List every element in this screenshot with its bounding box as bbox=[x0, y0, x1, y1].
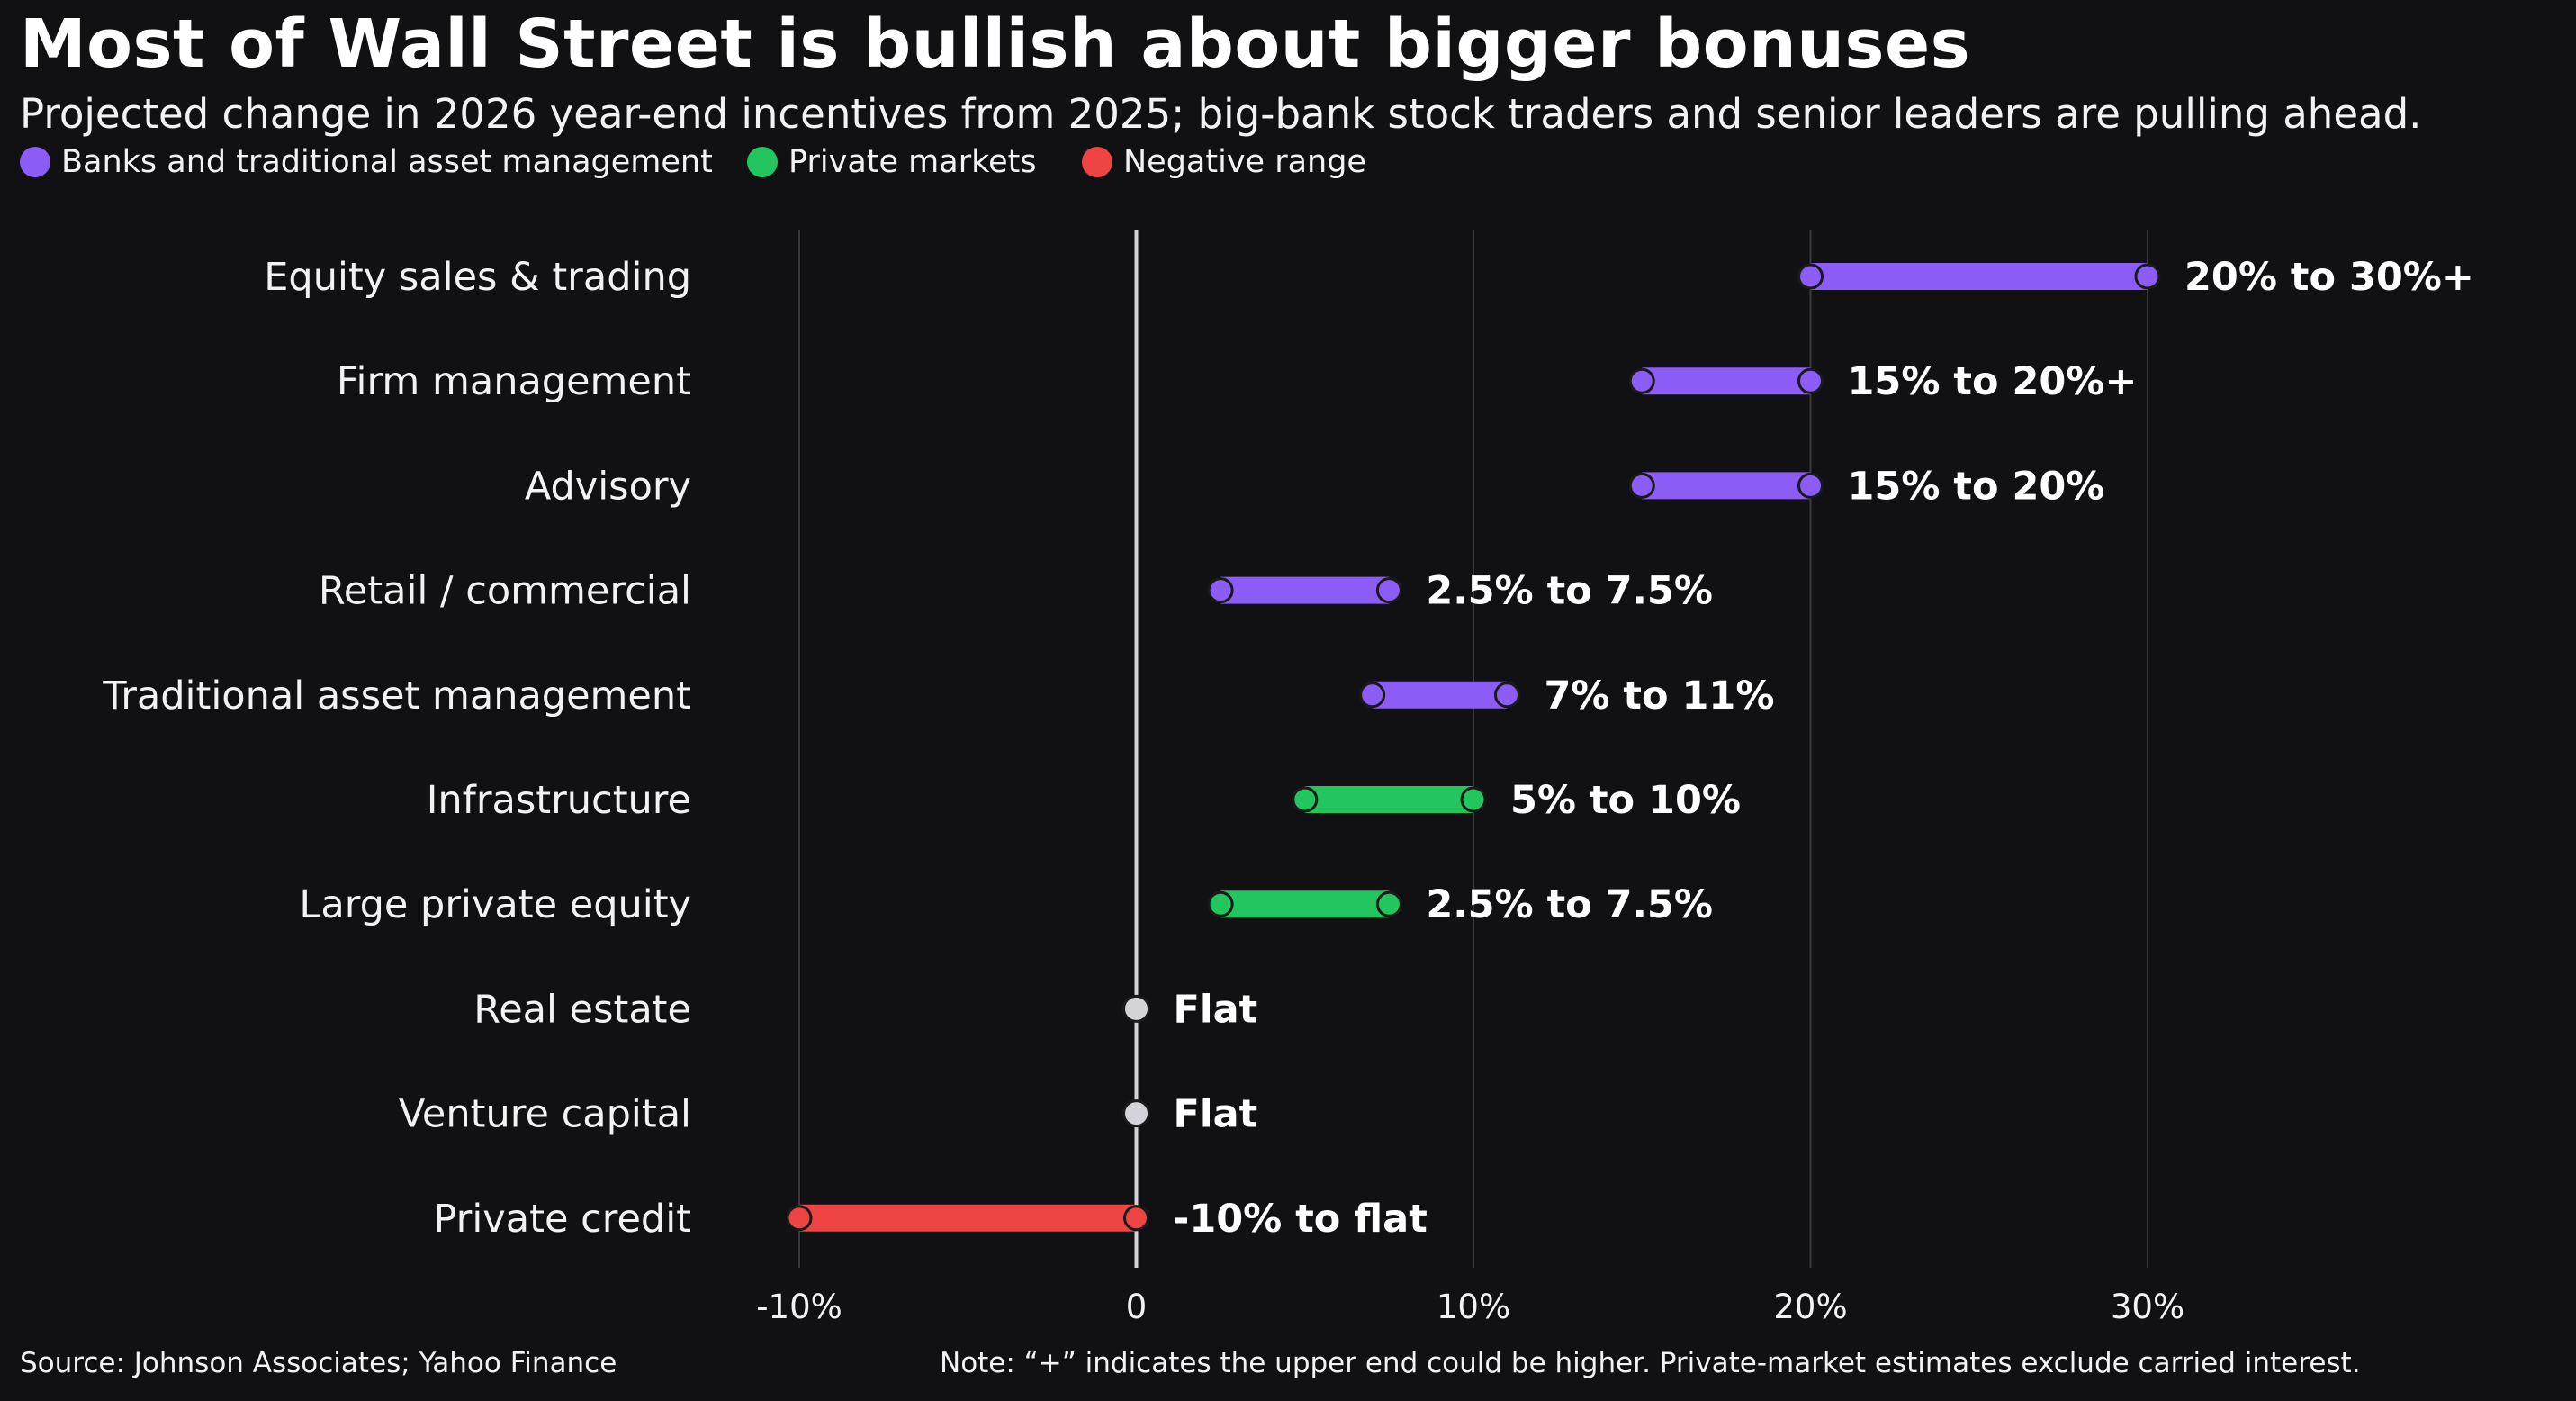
x-tick-label: -10% bbox=[756, 1288, 842, 1326]
category-label: Large private equity bbox=[299, 882, 691, 927]
legend-item-private: Private markets bbox=[747, 144, 1037, 180]
chart-subtitle: Projected change in 2026 year-end incent… bbox=[20, 90, 2422, 138]
range-value-label: 20% to 30%+ bbox=[2184, 255, 2474, 300]
source-note: Source: Johnson Associates; Yahoo Financ… bbox=[20, 1347, 617, 1379]
x-tick-label: 10% bbox=[1437, 1288, 1510, 1326]
range-value-label: 2.5% to 7.5% bbox=[1426, 569, 1713, 614]
legend-label-banks: Banks and traditional asset management bbox=[61, 144, 713, 180]
x-tick-label: 30% bbox=[2111, 1288, 2184, 1326]
legend-item-banks: Banks and traditional asset management bbox=[20, 144, 713, 180]
category-label: Equity sales & trading bbox=[264, 255, 691, 300]
range-high-marker bbox=[1460, 786, 1487, 813]
range-low-marker bbox=[1628, 472, 1655, 499]
chart-title: Most of Wall Street is bullish about big… bbox=[20, 5, 1971, 83]
range-value-label: 2.5% to 7.5% bbox=[1426, 882, 1713, 927]
range-value-label: Flat bbox=[1174, 1092, 1258, 1137]
range-value-label: 15% to 20% bbox=[1848, 464, 2105, 509]
range-high-marker bbox=[1797, 472, 1824, 499]
x-tick-label: 0 bbox=[1126, 1288, 1148, 1326]
legend-label-negative: Negative range bbox=[1123, 144, 1366, 180]
legend-swatch-private bbox=[747, 147, 778, 177]
category-label: Real estate bbox=[473, 987, 691, 1032]
category-label: Retail / commercial bbox=[319, 569, 691, 614]
range-high-marker bbox=[2134, 263, 2161, 290]
range-low-marker bbox=[1797, 263, 1824, 290]
legend-swatch-banks bbox=[20, 147, 50, 177]
legend-label-private: Private markets bbox=[788, 144, 1037, 180]
range-high-marker bbox=[1493, 682, 1520, 709]
range-low-marker bbox=[1359, 682, 1386, 709]
range-value-label: 5% to 10% bbox=[1510, 778, 1741, 823]
category-label: Infrastructure bbox=[427, 778, 691, 823]
range-value-label: -10% to flat bbox=[1174, 1197, 1428, 1242]
range-value-label: 7% to 11% bbox=[1544, 673, 1774, 719]
legend-item-negative: Negative range bbox=[1082, 144, 1366, 180]
flat-marker bbox=[1122, 1099, 1150, 1128]
category-label: Private credit bbox=[433, 1197, 691, 1242]
legend-swatch-negative bbox=[1082, 147, 1112, 177]
category-label: Advisory bbox=[525, 464, 691, 509]
category-label: Venture capital bbox=[399, 1092, 691, 1137]
range-low-marker bbox=[1292, 786, 1319, 813]
footnote: Note: “+” indicates the upper end could … bbox=[940, 1347, 2361, 1379]
range-low-marker bbox=[1207, 577, 1234, 604]
range-low-marker bbox=[1207, 890, 1234, 917]
category-label: Firm management bbox=[337, 359, 691, 404]
category-label: Traditional asset management bbox=[102, 673, 691, 719]
range-high-marker bbox=[1797, 367, 1824, 394]
range-low-marker bbox=[1628, 367, 1655, 394]
flat-marker bbox=[1122, 994, 1150, 1023]
range-high-marker bbox=[1375, 577, 1402, 604]
range-value-label: Flat bbox=[1174, 987, 1258, 1032]
range-low-marker bbox=[786, 1205, 813, 1232]
range-high-marker bbox=[1123, 1205, 1149, 1232]
x-tick-label: 20% bbox=[1773, 1288, 1847, 1326]
range-high-marker bbox=[1375, 890, 1402, 917]
range-value-label: 15% to 20%+ bbox=[1848, 359, 2138, 404]
